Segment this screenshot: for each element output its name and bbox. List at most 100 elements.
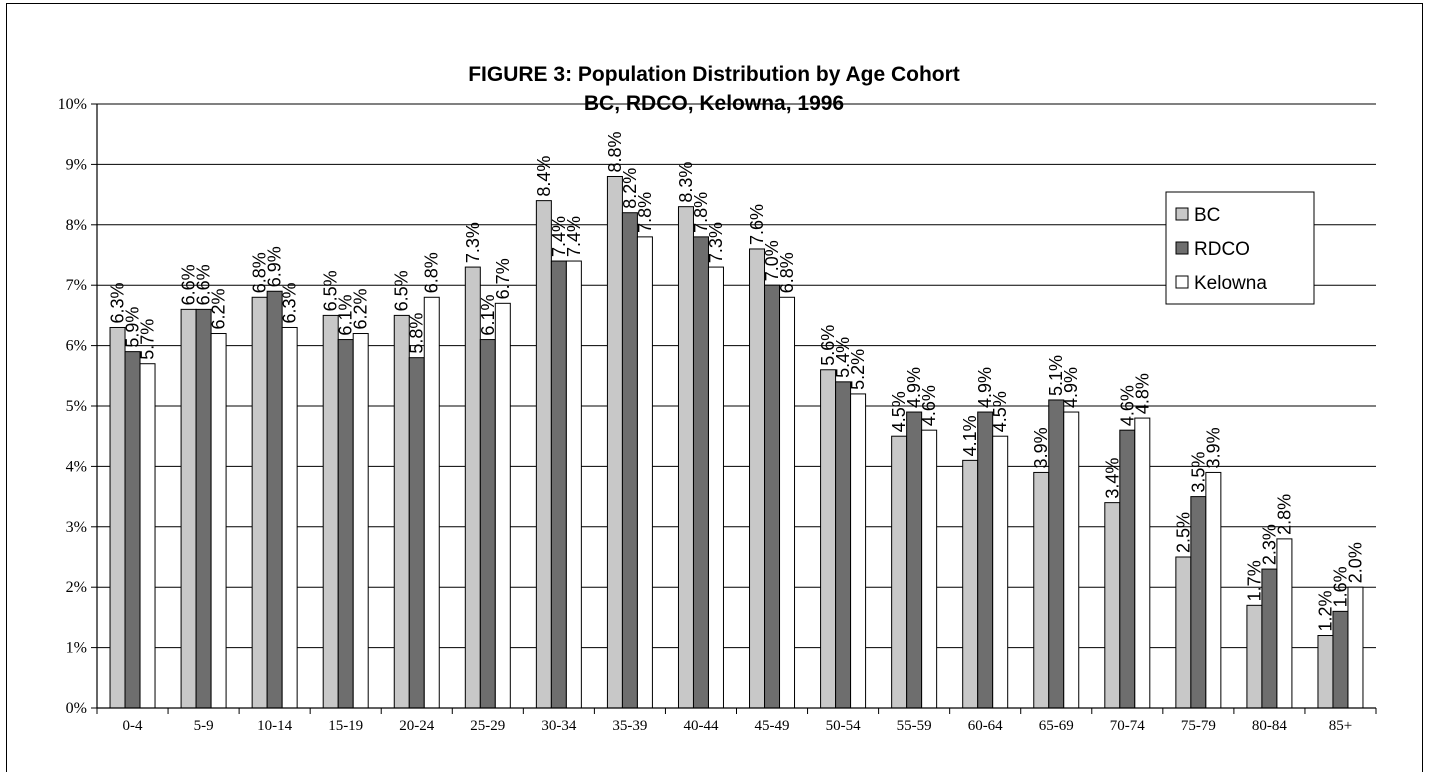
bar-kelowna — [352, 333, 369, 709]
data-label: 6.2% — [351, 288, 371, 329]
data-label: 6.9% — [265, 246, 285, 287]
bar-kelowna — [210, 333, 227, 709]
data-label: 7.6% — [747, 204, 767, 245]
bar-bc — [891, 435, 908, 709]
data-label: 5.4% — [833, 337, 853, 378]
data-label: 7.3% — [706, 222, 726, 263]
y-tick-label: 3% — [66, 519, 87, 536]
y-tick-label: 0% — [66, 700, 87, 717]
data-label: 4.9% — [1061, 367, 1081, 408]
bar-bc — [1317, 635, 1334, 709]
legend-swatch-rdco — [1175, 241, 1189, 255]
data-label: 8.2% — [620, 168, 640, 209]
data-label: 6.1% — [336, 295, 356, 336]
data-label: 6.5% — [321, 270, 341, 311]
data-label: 3.5% — [1188, 452, 1208, 493]
data-label: 7.8% — [691, 192, 711, 233]
y-tick-label: 5% — [66, 398, 87, 415]
bar-kelowna — [779, 296, 796, 709]
data-label: 7.3% — [463, 222, 483, 263]
data-labels: 6.3%5.9%5.7%6.6%6.6%6.2%6.8%6.9%6.3% 6.5%… — [108, 131, 1366, 631]
data-label: 3.9% — [1203, 427, 1223, 468]
bar-bc — [749, 248, 766, 709]
x-tick-label: 15-19 — [328, 718, 363, 734]
data-label: 6.8% — [777, 252, 797, 293]
x-tick-label: 10-14 — [257, 718, 292, 734]
data-label: 1.6% — [1330, 566, 1350, 607]
y-tick-label: 2% — [66, 579, 87, 596]
data-label: 4.9% — [975, 367, 995, 408]
x-tick-label: 85+ — [1329, 718, 1352, 734]
y-tick-label: 4% — [66, 458, 87, 475]
bar-kelowna — [494, 302, 511, 709]
bar-bc — [1104, 502, 1121, 709]
data-label: 7.4% — [564, 216, 584, 257]
chart-title: FIGURE 3: Population Distribution by Age… — [468, 63, 960, 86]
x-tick-label: 20-24 — [399, 718, 434, 734]
data-label: 5.8% — [407, 313, 427, 354]
x-tick-label: 35-39 — [612, 718, 647, 734]
bar-kelowna — [139, 363, 156, 709]
y-tick-label: 8% — [66, 217, 87, 234]
data-label: 4.5% — [990, 391, 1010, 432]
y-tick-label: 9% — [66, 156, 87, 173]
data-label: 4.8% — [1132, 373, 1152, 414]
legend-swatch-bc — [1175, 207, 1189, 221]
data-label: 1.2% — [1315, 590, 1335, 631]
data-label: 2.8% — [1274, 494, 1294, 535]
data-label: 7.8% — [635, 192, 655, 233]
x-tick-label: 80-84 — [1252, 718, 1287, 734]
bar-kelowna — [1134, 417, 1151, 709]
x-tick-label: 60-64 — [968, 718, 1003, 734]
y-tick-label: 6% — [66, 338, 87, 355]
bar-rdco — [692, 236, 709, 709]
bar-bc — [1175, 556, 1192, 709]
bar-bc — [820, 369, 837, 709]
data-label: 5.7% — [138, 319, 158, 360]
x-tick-label: 25-29 — [470, 718, 505, 734]
x-tick-label: 0-4 — [123, 718, 143, 734]
bar-rdco — [124, 351, 141, 709]
legend-label-kelowna: Kelowna — [1194, 273, 1267, 294]
bars — [109, 175, 1364, 709]
bar-bc — [393, 314, 410, 709]
bar-rdco — [266, 290, 283, 709]
bar-kelowna — [636, 236, 653, 709]
data-label: 6.6% — [179, 264, 199, 305]
data-label: 5.9% — [123, 307, 143, 348]
data-label: 6.3% — [108, 282, 128, 323]
y-tick-label: 10% — [58, 96, 87, 113]
x-tick-label: 30-34 — [541, 718, 576, 734]
bar-rdco — [408, 357, 425, 709]
bar-bc — [677, 206, 694, 709]
bar-rdco — [479, 339, 496, 709]
data-label: 6.2% — [209, 288, 229, 329]
data-label: 6.6% — [194, 264, 214, 305]
bar-rdco — [550, 260, 567, 709]
legend-box — [1165, 191, 1315, 305]
x-tick-label: 50-54 — [826, 718, 861, 734]
bar-kelowna — [423, 296, 440, 709]
x-tick-label: 40-44 — [683, 718, 718, 734]
bar-rdco — [764, 284, 781, 709]
data-label: 2.0% — [1345, 542, 1365, 583]
x-tick-label: 5-9 — [194, 718, 214, 734]
data-label: 4.5% — [889, 391, 909, 432]
gridlines — [97, 103, 1376, 649]
data-label: 2.5% — [1173, 512, 1193, 553]
y-tick-label: 7% — [66, 277, 87, 294]
legend-label-bc: BC — [1194, 205, 1220, 226]
x-tick-label: 70-74 — [1110, 718, 1145, 734]
bar-bc — [962, 459, 979, 709]
x-tick-label: 75-79 — [1181, 718, 1216, 734]
data-label: 5.1% — [1046, 355, 1066, 396]
bar-bc — [251, 296, 268, 709]
bar-kelowna — [281, 326, 298, 709]
data-label: 8.8% — [605, 131, 625, 172]
bar-bc — [322, 314, 339, 709]
data-label: 6.8% — [422, 252, 442, 293]
data-label: 4.9% — [904, 367, 924, 408]
data-label: 6.8% — [250, 252, 270, 293]
bar-kelowna — [992, 435, 1009, 709]
